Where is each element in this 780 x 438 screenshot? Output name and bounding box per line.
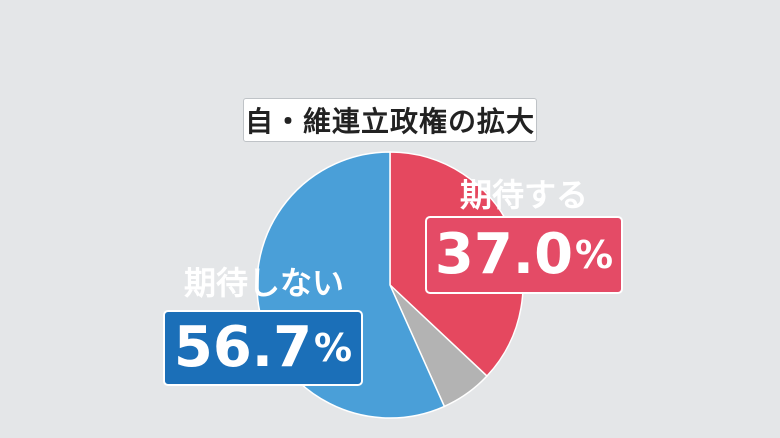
value-expect-box: 37.0% (425, 216, 623, 294)
label-not-expect: 期待しない (184, 264, 345, 302)
value-not-expect-box: 56.7% (163, 310, 363, 386)
percent-sign-not-expect: % (314, 326, 353, 370)
chart-title: 自・維連立政権の拡大 (243, 98, 537, 142)
value-not-expect: 56.7 (173, 315, 313, 380)
percent-sign-expect: % (575, 233, 614, 277)
value-expect: 37.0 (434, 222, 574, 287)
label-expect: 期待する (460, 176, 589, 214)
